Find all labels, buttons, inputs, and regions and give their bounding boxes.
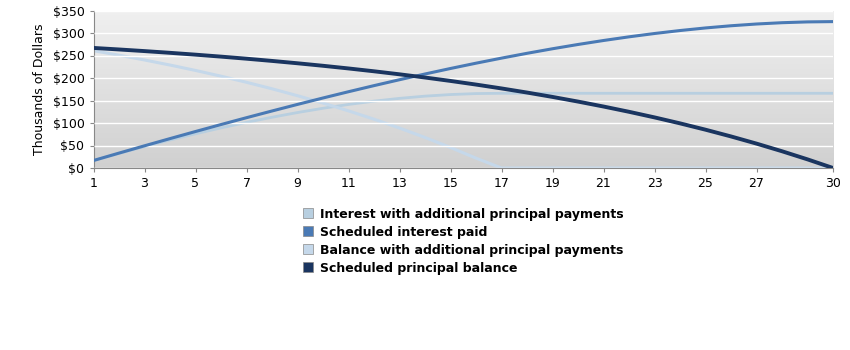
Y-axis label: Thousands of Dollars: Thousands of Dollars (32, 23, 46, 155)
Legend: Interest with additional principal payments, Scheduled interest paid, Balance wi: Interest with additional principal payme… (298, 203, 629, 280)
